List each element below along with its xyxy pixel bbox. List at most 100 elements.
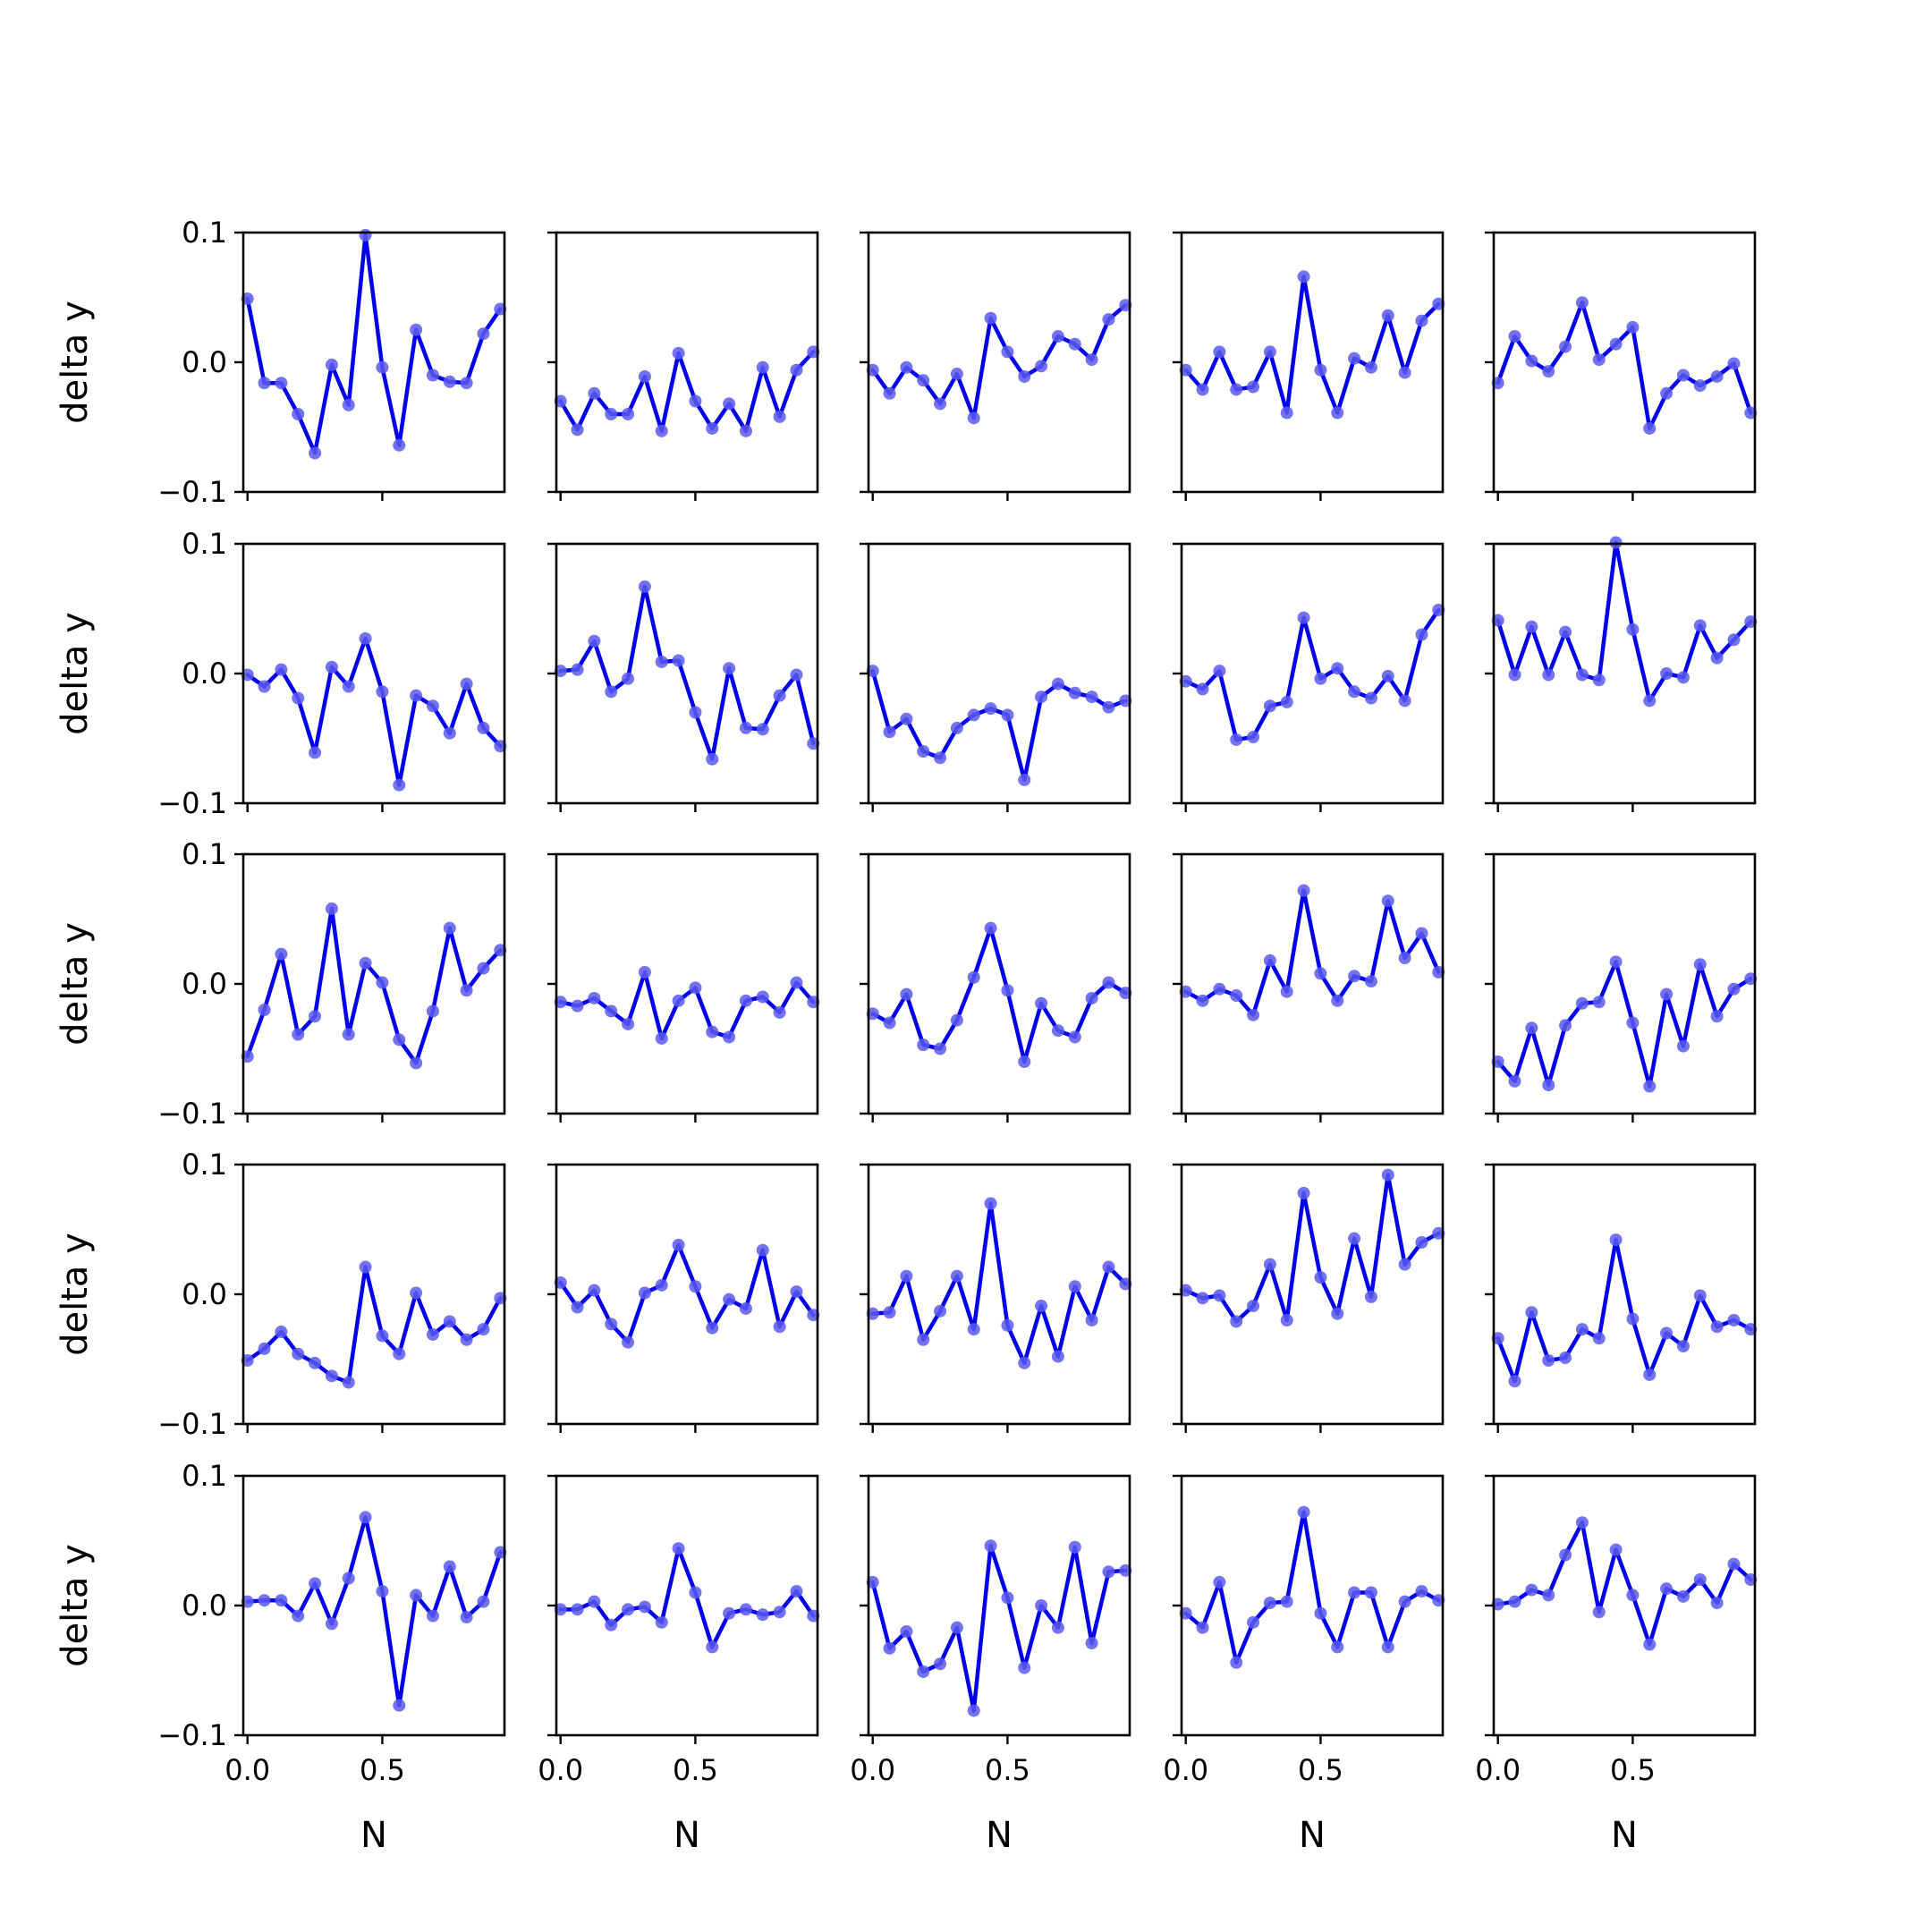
data-point [1525, 620, 1538, 633]
data-point [443, 726, 456, 740]
data-point [376, 685, 389, 699]
data-point [934, 1304, 947, 1318]
data-point [790, 976, 803, 989]
data-point [1508, 668, 1521, 682]
data-point [1085, 691, 1098, 704]
data-point [1051, 1350, 1064, 1363]
data-point [1364, 1586, 1377, 1599]
data-point [1314, 1271, 1327, 1284]
data-point [1398, 952, 1411, 964]
data-point [1314, 1606, 1327, 1620]
data-point [1415, 1585, 1428, 1598]
series-line [558, 584, 816, 761]
data-point [917, 745, 930, 758]
data-point [739, 1301, 752, 1315]
subplot-r4-c2 [547, 1163, 820, 1433]
data-point [571, 423, 584, 436]
x-tick-label: 0.0 [1475, 1753, 1521, 1787]
data-point [1626, 320, 1640, 334]
data-point [1102, 1260, 1115, 1274]
data-point [1085, 353, 1098, 367]
data-point [605, 1618, 618, 1631]
data-point [1609, 1233, 1623, 1247]
data-point [1381, 669, 1394, 682]
data-point [1643, 694, 1657, 708]
data-point [1398, 366, 1411, 379]
data-point [883, 386, 896, 400]
data-point [1102, 1565, 1115, 1579]
data-point [1247, 731, 1260, 744]
data-point [1230, 1656, 1243, 1669]
data-point [1609, 955, 1623, 969]
data-point [292, 1609, 305, 1623]
subplot-r2-c2 [547, 542, 820, 812]
data-point [460, 1333, 473, 1346]
data-point [1314, 672, 1327, 685]
data-point [258, 1342, 271, 1355]
data-point [900, 1625, 913, 1638]
subplot-r4-c1: −0.1 0.0 0.1 delta y [55, 1148, 507, 1441]
data-point [739, 1603, 752, 1616]
data-point [689, 1280, 702, 1293]
data-point [1415, 314, 1428, 327]
data-point [1348, 352, 1361, 365]
x-tick-label: 0.5 [1610, 1753, 1656, 1787]
data-point [1508, 1375, 1521, 1388]
data-point [790, 363, 803, 377]
data-point [292, 1347, 305, 1360]
data-point [1525, 1306, 1538, 1319]
subplot-r5-c3: 0.0 0.5 N [850, 1474, 1132, 1856]
subplot-r1-c2 [547, 231, 820, 501]
subplot-r1-c5 [1485, 231, 1758, 501]
data-point [1364, 975, 1377, 988]
data-point [1263, 345, 1276, 359]
data-point [1331, 1640, 1344, 1654]
data-point [1001, 984, 1014, 997]
data-point [1297, 884, 1310, 897]
data-point [1592, 674, 1606, 687]
data-point [1693, 1573, 1707, 1586]
y-tick-label: −0.1 [157, 1407, 227, 1441]
data-point [342, 680, 355, 693]
data-point [689, 1586, 702, 1599]
subplot-r5-c4: 0.0 0.5 N [1163, 1474, 1445, 1856]
subplot-r2-c1: −0.1 0.0 0.1 delta y [55, 527, 507, 820]
subplot-r1-c4 [1173, 231, 1445, 501]
data-point [1297, 1505, 1310, 1519]
data-point [967, 1323, 980, 1336]
data-point [790, 668, 803, 682]
data-point [984, 702, 997, 716]
subplot-r3-c5 [1485, 852, 1758, 1123]
data-point [1035, 1599, 1048, 1612]
data-point [1263, 699, 1276, 713]
data-point [477, 1323, 490, 1336]
data-point [723, 1030, 736, 1044]
x-axis-label: N [1611, 1815, 1638, 1856]
data-point [900, 360, 913, 374]
subplot-r5-c2: 0.0 0.5 N [538, 1474, 820, 1856]
x-tick-label: 0.0 [225, 1753, 270, 1787]
data-point [723, 1606, 736, 1620]
data-point [1364, 1290, 1377, 1303]
x-tick-label: 0.0 [850, 1753, 895, 1787]
subplot-r4-c5 [1485, 1163, 1758, 1433]
data-point [443, 1560, 456, 1573]
series-line [870, 302, 1128, 420]
series-line [1183, 275, 1441, 415]
data-point [1609, 536, 1623, 549]
data-point [1525, 1583, 1538, 1597]
data-point [1693, 379, 1707, 393]
data-point [1676, 369, 1690, 382]
data-point [1348, 1232, 1361, 1245]
data-point [426, 1609, 439, 1623]
y-tick-label: 0.0 [182, 967, 227, 1001]
subplot-r2-c5 [1485, 536, 1758, 812]
data-point [1676, 1340, 1690, 1352]
data-point [622, 1017, 635, 1030]
data-point [1247, 1615, 1260, 1629]
data-point [773, 1606, 786, 1619]
axes-frame [1492, 1163, 1757, 1426]
data-point [376, 360, 389, 374]
y-tick-label: 0.1 [182, 1459, 227, 1493]
data-point [1213, 665, 1226, 678]
